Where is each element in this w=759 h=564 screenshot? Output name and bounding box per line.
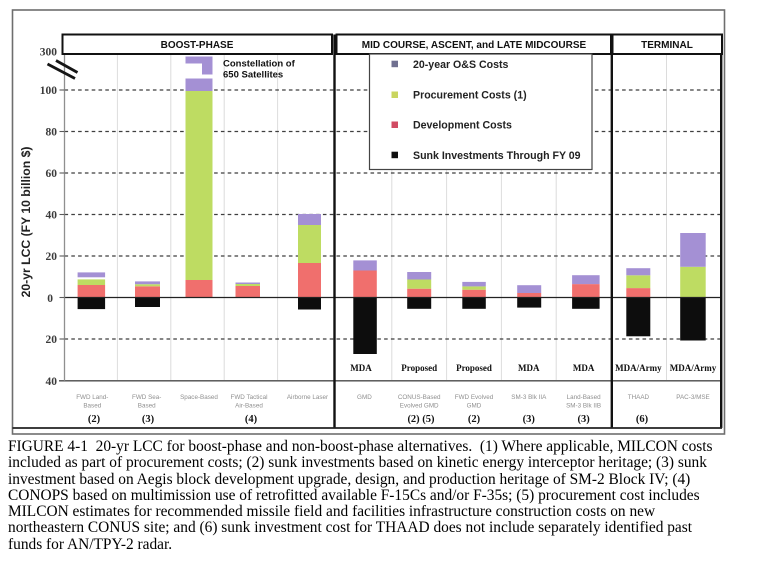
svg-text:(3): (3)	[577, 414, 590, 425]
svg-text:Space-Based: Space-Based	[180, 394, 218, 401]
svg-text:Development Costs: Development Costs	[413, 120, 512, 132]
svg-text:Airborne Laser: Airborne Laser	[287, 394, 328, 401]
svg-text:(3): (3)	[523, 414, 536, 425]
svg-text:Sunk Investments Through FY 09: Sunk Investments Through FY 09	[413, 150, 581, 162]
svg-text:MDA/Army: MDA/Army	[615, 363, 662, 373]
svg-text:MDA: MDA	[350, 363, 372, 373]
svg-text:60: 60	[46, 168, 58, 180]
svg-text:Based: Based	[83, 403, 101, 410]
svg-text:20-year O&S Costs: 20-year O&S Costs	[413, 59, 508, 71]
svg-text:650 Satellites: 650 Satellites	[223, 70, 283, 81]
svg-text:40: 40	[46, 376, 58, 388]
svg-text:MID COURSE, ASCENT, and LATE: MID COURSE, ASCENT, and LATE MIDCOURSE	[362, 40, 587, 51]
svg-text:300: 300	[40, 47, 58, 59]
svg-text:20: 20	[46, 251, 58, 263]
svg-text:Evolved GMD: Evolved GMD	[400, 403, 439, 410]
svg-text:MDA: MDA	[518, 363, 540, 373]
svg-text:20-yr LCC (FY 10 billion $): 20-yr LCC (FY 10 billion $)	[19, 147, 33, 298]
svg-text:(4): (4)	[245, 414, 258, 425]
svg-text:20: 20	[46, 334, 58, 346]
svg-text:(2): (2)	[88, 414, 101, 425]
svg-text:Air-Based: Air-Based	[235, 403, 263, 410]
svg-text:Constellation of: Constellation of	[223, 59, 296, 70]
svg-text:(2): (2)	[468, 414, 481, 425]
svg-text:(6): (6)	[636, 414, 649, 425]
svg-text:FWD Tactical: FWD Tactical	[231, 394, 268, 401]
svg-text:PAC-3/MSE: PAC-3/MSE	[676, 394, 709, 401]
svg-text:Land-Based: Land-Based	[567, 394, 601, 401]
svg-text:THAAD: THAAD	[628, 394, 650, 401]
svg-text:Procurement Costs (1): Procurement Costs (1)	[413, 90, 527, 102]
svg-text:TERMINAL: TERMINAL	[641, 40, 693, 51]
svg-text:40: 40	[46, 210, 58, 222]
svg-text:MDA/Army: MDA/Army	[670, 363, 717, 373]
svg-text:Proposed: Proposed	[456, 363, 492, 373]
svg-text:SM-3 Blk IIB: SM-3 Blk IIB	[566, 403, 601, 410]
svg-text:(2) (5): (2) (5)	[407, 414, 435, 425]
svg-text:(3): (3)	[142, 414, 155, 425]
svg-text:CONUS-Based: CONUS-Based	[398, 394, 441, 401]
svg-text:FWD Sea-: FWD Sea-	[132, 394, 161, 401]
svg-text:BOOST-PHASE: BOOST-PHASE	[161, 40, 234, 51]
svg-text:FWD Evolved: FWD Evolved	[455, 394, 494, 401]
svg-text:GMD: GMD	[357, 394, 372, 401]
svg-text:80: 80	[46, 127, 58, 139]
svg-text:SM-3 Blk IIA: SM-3 Blk IIA	[511, 394, 547, 401]
svg-text:0: 0	[47, 293, 53, 305]
svg-text:MDA: MDA	[573, 363, 595, 373]
svg-text:GMD: GMD	[467, 403, 482, 410]
svg-text:100: 100	[40, 85, 58, 97]
svg-text:FWD Land-: FWD Land-	[76, 394, 108, 401]
svg-text:Based: Based	[138, 403, 156, 410]
svg-text:Proposed: Proposed	[401, 363, 437, 373]
